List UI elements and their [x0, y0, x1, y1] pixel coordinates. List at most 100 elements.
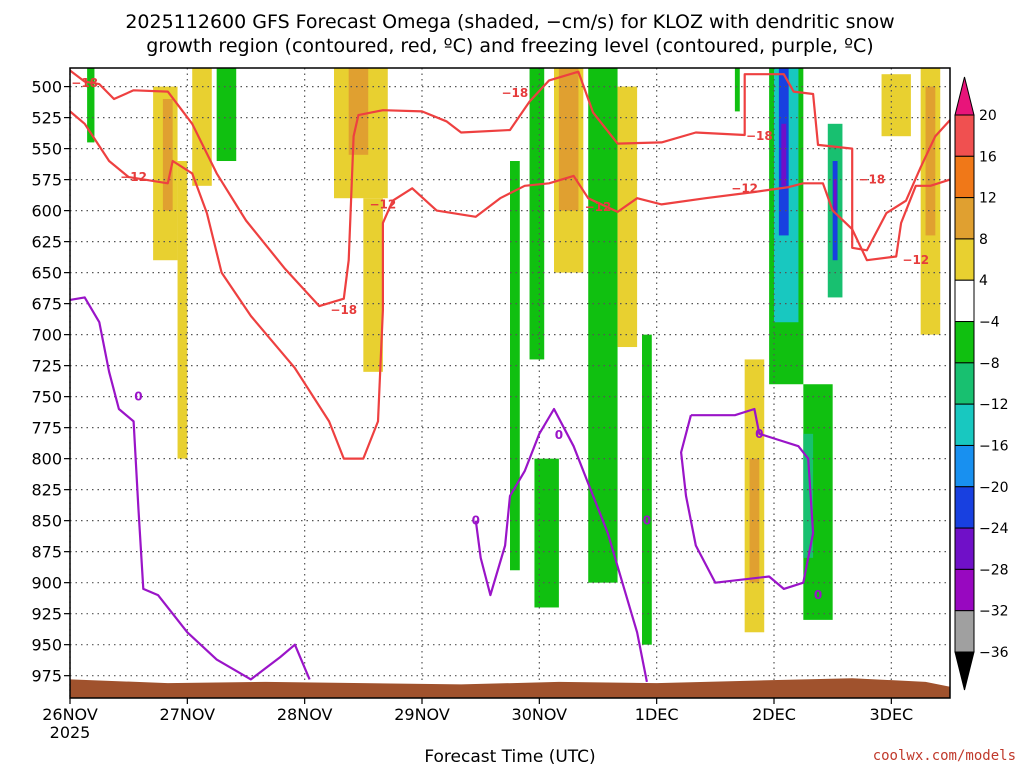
colorbar-bin-5: [954, 279, 975, 323]
x-tick-label-3: 29NOV: [394, 705, 450, 724]
terrain-fill: [70, 678, 950, 698]
y-axis-ticks: 500 525 550 575 600 625 650 675 700 725 750 775 800 8…: [31, 78, 70, 686]
y-tick-label-2: 550: [31, 140, 62, 159]
omega-cell-4: [177, 161, 188, 459]
colorbar-bin-6: [954, 321, 975, 364]
contour-label-0-0: −18: [71, 76, 98, 90]
contour-label-1-1: −12: [370, 197, 397, 211]
colorbar-label-7: −12: [979, 397, 1009, 413]
y-tick-label-9: 725: [31, 357, 62, 376]
omega-cell-11: [529, 68, 545, 360]
colorbar-label-11: −28: [979, 562, 1009, 578]
y-tick-label-19: 975: [31, 667, 62, 686]
colorbar-bin-2: [954, 155, 975, 199]
contour-label-2-3: 0: [643, 514, 651, 528]
y-tick-label-7: 675: [31, 295, 62, 314]
colorbar: 20 16 12 8 4 −4 −8 −12 −16 −20 −24 −28 −32 −36: [954, 76, 1009, 691]
colorbar-bin-1: [954, 114, 975, 157]
colorbar-label-12: −32: [979, 604, 1009, 620]
y-tick-label-0: 500: [31, 78, 62, 97]
contour-label-1-0: −12: [120, 170, 147, 184]
omega-cell-17: [642, 334, 652, 645]
omega-cell-29: [833, 179, 837, 211]
contour-label-0-3: −18: [746, 129, 773, 143]
plot-frame: [69, 67, 951, 699]
colorbar-bin-4: [954, 238, 975, 281]
contour-dgz-1: [69, 110, 951, 460]
omega-cell-13: [558, 68, 579, 211]
chart-title-line2: growth region (contoured, red, ºC) and f…: [146, 35, 873, 57]
x-tick-label-0: 26NOV: [42, 705, 98, 724]
y-tick-label-18: 950: [31, 636, 62, 655]
omega-cell-24: [781, 123, 787, 186]
colorbar-label-3: 8: [979, 232, 988, 248]
y-tick-label-1: 525: [31, 109, 62, 128]
credit-text: coolwx.com/models: [873, 748, 1016, 764]
omega-shaded-cells: [87, 68, 941, 645]
y-tick-label-8: 700: [31, 326, 62, 345]
colorbar-bin-7: [954, 362, 975, 405]
x-tick-label-1: 27NOV: [160, 705, 216, 724]
colorbar-bin-10: [954, 486, 975, 529]
contour-label-2-2: 0: [555, 428, 563, 442]
x-tick-label-5: 1DEC: [635, 705, 679, 724]
omega-cell-10: [510, 161, 520, 571]
x-tick-label-6: 2DEC: [752, 705, 796, 724]
omega-cell-3: [162, 99, 173, 211]
y-tick-label-3: 575: [31, 171, 62, 190]
x-axis-label: Forecast Time (UTC): [424, 747, 595, 767]
omega-cell-26: [803, 433, 814, 558]
contour-label-1-3: −12: [731, 181, 758, 195]
contour-dgz-0: [69, 69, 951, 308]
colorbar-bin-8: [954, 403, 975, 446]
colorbar-bin-13: [954, 610, 975, 653]
contour-freezing-3: [474, 407, 648, 683]
y-tick-label-10: 750: [31, 388, 62, 407]
omega-cell-1: [109, 86, 129, 186]
contour-label-0-2: −18: [502, 86, 529, 100]
terrain-shape: [70, 678, 950, 698]
colorbar-label-13: −36: [979, 645, 1009, 661]
contour-label-1-4: −12: [902, 253, 929, 267]
contour-freezing-2: [69, 296, 311, 681]
colorbar-bin-3: [954, 197, 975, 240]
omega-cell-20: [749, 458, 760, 583]
colorbar-label-9: −20: [979, 480, 1009, 496]
omega-cell-0: [87, 68, 95, 143]
omega-cell-32: [925, 86, 936, 236]
contour-label-2-5: 0: [814, 588, 822, 602]
colorbar-bin-12: [954, 568, 975, 612]
y-tick-label-5: 625: [31, 233, 62, 252]
omega-cell-5: [192, 68, 212, 186]
colorbar-label-0: 20: [979, 108, 997, 124]
colorbar-top-arrow: [954, 76, 975, 116]
colorbar-bin-11: [954, 527, 975, 570]
contour-label-1-2: −12: [585, 200, 612, 214]
contour-label-0-1: −18: [330, 303, 357, 317]
colorbar-label-4: 4: [979, 273, 988, 289]
colorbar-bottom-arrow: [954, 651, 975, 691]
y-tick-label-14: 850: [31, 512, 62, 531]
x-tick-label-2: 28NOV: [277, 705, 333, 724]
y-tick-label-17: 925: [31, 605, 62, 624]
omega-cell-8: [348, 68, 369, 155]
colorbar-label-6: −8: [979, 356, 1000, 372]
omega-cell-9: [363, 198, 383, 372]
colorbar-bin-9: [954, 444, 975, 488]
colorbar-label-10: −24: [979, 521, 1009, 537]
y-tick-label-6: 650: [31, 264, 62, 283]
contour-freezing-4: [680, 407, 815, 590]
y-tick-label-13: 825: [31, 481, 62, 500]
colorbar-label-1: 16: [979, 149, 997, 165]
x-tick-label-4: 30NOV: [512, 705, 568, 724]
y-tick-label-4: 600: [31, 202, 62, 221]
colorbar-label-5: −4: [979, 315, 1000, 331]
contour-label-2-1: 0: [472, 514, 480, 528]
y-tick-label-12: 800: [31, 450, 62, 469]
y-tick-label-11: 775: [31, 419, 62, 438]
omega-cell-18: [734, 68, 740, 112]
x-tick-sublabel-0: 2025: [50, 723, 91, 742]
